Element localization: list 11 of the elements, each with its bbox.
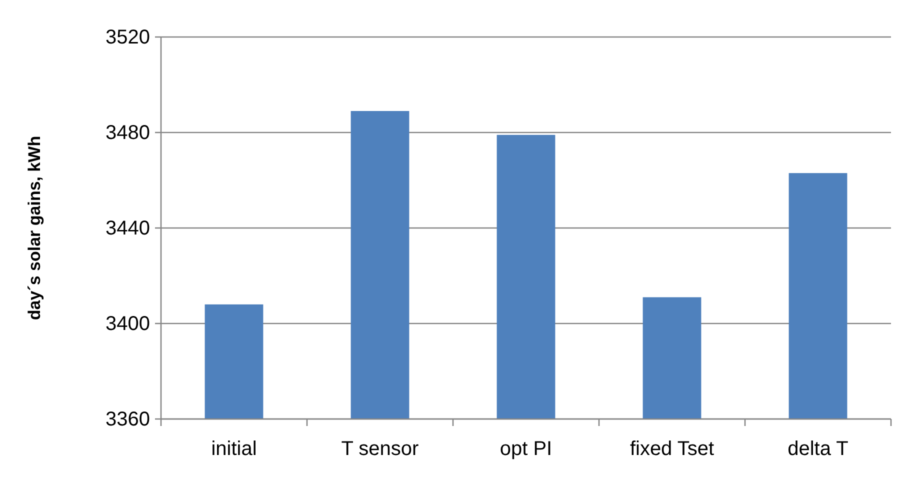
x-tick-label: initial [211,438,257,460]
x-tick-label: delta T [788,438,848,460]
y-tick-label: 3440 [106,217,150,240]
y-tick-label: 3400 [106,312,150,335]
y-tick-label: 3520 [106,26,150,48]
y-tick-label: 3360 [106,408,150,430]
y-tick-label: 3480 [106,122,150,144]
x-tick-label: T sensor [341,438,420,460]
x-tick-label: fixed Tset [630,438,714,460]
x-tick-label: opt PI [500,438,552,460]
y-axis-title: day´s solar gains, kWh [25,136,44,320]
